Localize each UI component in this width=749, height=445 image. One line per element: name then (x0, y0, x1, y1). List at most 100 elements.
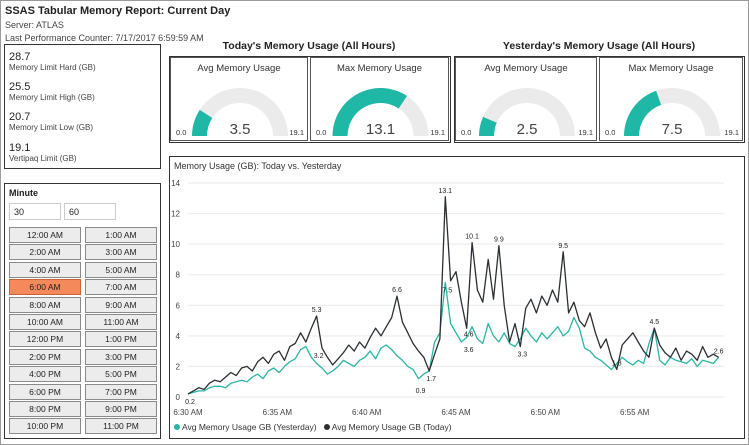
hour-button[interactable]: 5:00 PM (85, 366, 157, 383)
gauge-title: Max Memory Usage (337, 63, 422, 74)
minute-label: Minute (9, 188, 38, 198)
gauge-track (479, 88, 575, 136)
hour-button[interactable]: 11:00 AM (85, 314, 157, 330)
gauge-max: 19.1 (724, 128, 739, 137)
hour-button[interactable]: 6:00 AM (9, 279, 81, 296)
hour-button[interactable]: 4:00 AM (9, 261, 81, 278)
limit-hard: 28.7 Memory Limit Hard (GB) (9, 51, 96, 73)
data-label-today: 5.3 (312, 307, 322, 314)
minute-from-input[interactable]: 30 (9, 203, 61, 220)
data-label-yesterday: 0.2 (185, 399, 195, 406)
y-tick-label: 4 (176, 332, 181, 341)
hour-button[interactable]: 12:00 PM (9, 331, 81, 348)
gauge-min: 0.0 (176, 128, 186, 137)
y-tick-label: 14 (171, 179, 180, 188)
gauge-min: 0.0 (316, 128, 326, 137)
server-name: Server: ATLAS (5, 20, 64, 30)
hour-button[interactable]: 4:00 PM (9, 366, 81, 383)
hour-button[interactable]: 2:00 AM (9, 244, 81, 261)
hour-button[interactable]: 5:00 AM (85, 261, 157, 278)
x-tick-label: 6:40 AM (352, 408, 382, 417)
x-tick-label: 6:50 AM (531, 408, 561, 417)
hour-button[interactable]: 12:00 AM (9, 227, 81, 243)
today-max-gauge[interactable]: Max Memory Usage 13.1 0.0 19.1 (310, 57, 449, 141)
limit-label: Vertipaq Limit (GB) (9, 154, 77, 163)
gauge-fill (624, 90, 662, 136)
hour-button[interactable]: 1:00 PM (85, 331, 157, 348)
hour-button[interactable]: 3:00 PM (85, 348, 157, 365)
gauge-graphic: 13.1 0.0 19.1 (316, 88, 445, 138)
hour-button[interactable]: 11:00 PM (85, 418, 157, 435)
memory-usage-chart: Memory Usage (GB): Today vs. Yesterday 0… (169, 156, 745, 439)
legend-dot-today (323, 424, 330, 430)
y-tick-label: 10 (171, 240, 180, 249)
gauge-min: 0.0 (461, 128, 471, 137)
data-label-yesterday: 0.9 (416, 388, 426, 395)
limit-vertipaq: 19.1 Vertipaq Limit (GB) (9, 142, 77, 164)
y-tick-label: 8 (176, 271, 181, 280)
today-avg-gauge[interactable]: Avg Memory Usage 3.5 0.0 19.1 (170, 57, 308, 141)
legend-label-today[interactable]: Avg Memory Usage GB (Today) (331, 422, 452, 432)
limit-label: Memory Limit Low (GB) (9, 123, 94, 132)
today-heading: Today's Memory Usage (All Hours) (222, 40, 396, 52)
gauge-max: 19.1 (578, 128, 593, 137)
data-label-today: 9.9 (494, 237, 504, 244)
gauge-title: Avg Memory Usage (484, 63, 568, 74)
limit-label: Memory Limit Hard (GB) (9, 63, 96, 72)
hour-button[interactable]: 2:00 PM (9, 348, 81, 365)
gauge-fill (192, 109, 213, 136)
hour-button[interactable]: 8:00 AM (9, 296, 81, 313)
yesterday-gauges: Avg Memory Usage 2.5 0.0 19.1 Max Memory… (454, 56, 745, 143)
gauge-track (192, 88, 288, 136)
hour-button[interactable]: 9:00 PM (85, 401, 157, 417)
data-label-today: 4.5 (649, 319, 659, 326)
data-label-yesterday: 4.6 (464, 332, 474, 339)
gauge-min: 0.0 (605, 128, 615, 137)
hour-button[interactable]: 6:00 PM (9, 383, 81, 400)
hour-button[interactable]: 7:00 PM (85, 383, 157, 400)
data-label-today: 2.6 (714, 348, 724, 355)
data-label-today: 13.1 (438, 188, 452, 195)
y-tick-label: 6 (176, 301, 181, 310)
limit-value: 20.7 (9, 111, 31, 123)
y-tick-label: 2 (176, 362, 181, 371)
gauge-fill (479, 116, 497, 136)
yesterday-heading: Yesterday's Memory Usage (All Hours) (502, 40, 696, 52)
chart-title: Memory Usage (GB): Today vs. Yesterday (174, 161, 342, 171)
data-label-yesterday: 3.2 (314, 353, 324, 360)
hour-button[interactable]: 8:00 PM (9, 401, 81, 417)
gauge-graphic: 2.5 0.0 19.1 (461, 88, 593, 138)
hour-button[interactable]: 10:00 AM (9, 314, 81, 330)
report-title: SSAS Tabular Memory Report: Current Day (5, 5, 231, 17)
legend-dot-yesterday (174, 424, 180, 430)
yesterday-avg-gauge[interactable]: Avg Memory Usage 2.5 0.0 19.1 (455, 57, 597, 141)
hour-button[interactable]: 10:00 PM (9, 418, 81, 435)
legend-label-yesterday[interactable]: Avg Memory Usage GB (Yesterday) (182, 422, 317, 432)
x-tick-label: 6:30 AM (173, 408, 203, 417)
x-tick-label: 6:55 AM (620, 408, 650, 417)
hour-button[interactable]: 1:00 AM (85, 227, 157, 243)
minute-slicer: Minute 30 60 12:00 AM 1:00 AM 2:00 AM 3:00 … (4, 183, 161, 439)
limit-high: 25.5 Memory Limit High (GB) (9, 81, 95, 103)
gauge-graphic: 7.5 0.0 19.1 (605, 88, 739, 138)
yesterday-max-gauge[interactable]: Max Memory Usage 7.5 0.0 19.1 (599, 57, 743, 141)
gauge-title: Avg Memory Usage (197, 63, 281, 74)
limit-value: 19.1 (9, 142, 31, 154)
hour-button[interactable]: 7:00 AM (85, 279, 157, 296)
series-line-yesterday (187, 281, 720, 395)
gauge-value: 7.5 (662, 121, 683, 138)
hour-button[interactable]: 9:00 AM (85, 296, 157, 313)
last-counter: Last Performance Counter: 7/17/2017 6:59… (5, 33, 204, 43)
limit-value: 28.7 (9, 51, 31, 63)
chart-plot: 0 2 4 6 8 10 12 14 6:30 AM 6:35 AM 6:40 AM 6:45 AM 6… (171, 179, 724, 417)
minute-to-input[interactable]: 60 (64, 203, 116, 220)
y-tick-label: 0 (176, 393, 181, 402)
limit-label: Memory Limit High (GB) (9, 93, 95, 102)
gauge-value: 2.5 (517, 121, 538, 138)
gauge-fill (332, 88, 407, 136)
chart-legend: Avg Memory Usage GB (Yesterday) Avg Memo… (174, 422, 452, 432)
data-label-yesterday: 1.7 (426, 376, 436, 383)
hour-button[interactable]: 3:00 AM (85, 244, 157, 261)
gauge-max: 19.1 (289, 128, 304, 137)
y-tick-label: 12 (171, 210, 180, 219)
